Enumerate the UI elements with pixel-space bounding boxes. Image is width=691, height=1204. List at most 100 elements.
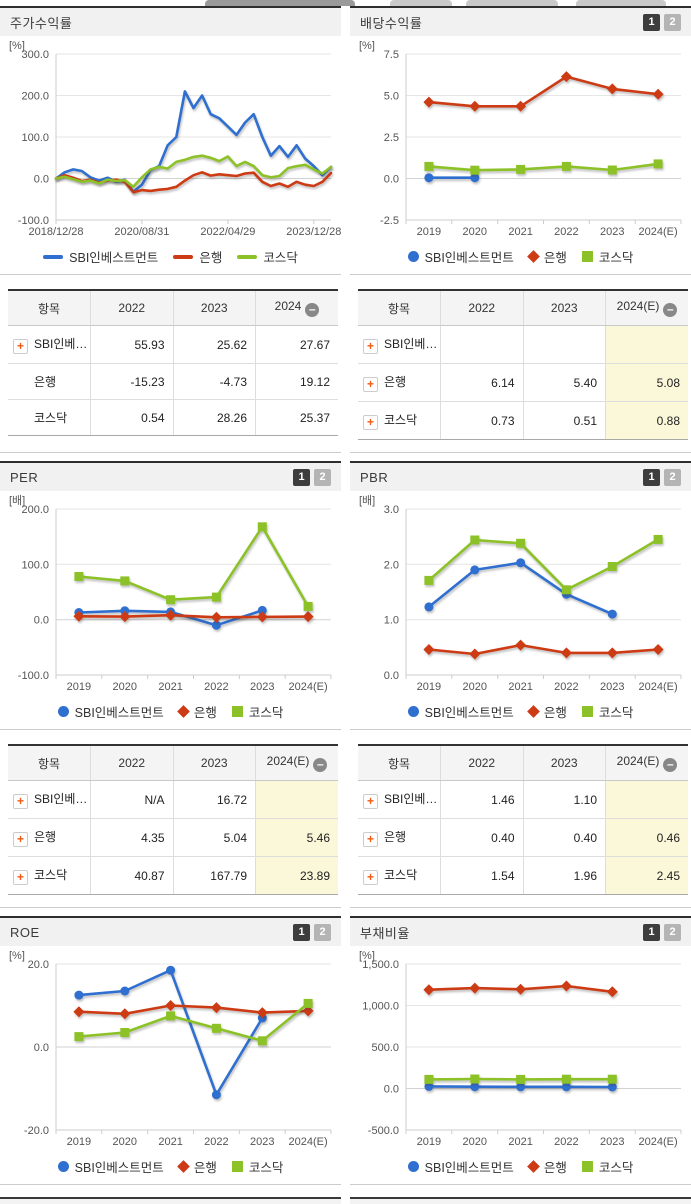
svg-text:2020: 2020 bbox=[463, 681, 487, 693]
collapse-column-button[interactable]: – bbox=[305, 303, 320, 317]
cutoff-tab[interactable] bbox=[390, 0, 452, 6]
row-label: 코스닥 bbox=[384, 413, 418, 427]
svg-text:1.0: 1.0 bbox=[384, 615, 399, 627]
pager-page-1-button[interactable]: 1 bbox=[643, 468, 660, 486]
pager-page-2-button[interactable]: 2 bbox=[314, 923, 331, 941]
legend-label: SBI인베스트먼트 bbox=[69, 251, 159, 265]
pager-page-2-button[interactable]: 2 bbox=[664, 13, 681, 31]
plus-placeholder bbox=[13, 409, 28, 424]
y-axis-unit: [배] bbox=[359, 494, 375, 507]
chart-row-3: ROE 1 2 [%] 20.0 0.0 -20.0 2019 2020 2021 2022 2… bbox=[0, 916, 691, 1185]
collapse-column-button[interactable]: – bbox=[663, 758, 678, 772]
column-header: 2024(E) – bbox=[255, 745, 338, 781]
panel-dividend-yield: 배당수익률 1 2 [%] 7.5 5.0 2.5 0.0 -2.5 2019 2020 202… bbox=[350, 6, 691, 275]
chart-area: [%] 20.0 0.0 -20.0 2019 2020 2021 2022 2023 2024(… bbox=[0, 948, 341, 1155]
metrics-table: 항목 2022 2023 2024– + SBI인베… 55.93 25.62 27.67 은행 -… bbox=[8, 289, 338, 436]
chart-legend: SBI인베스트먼트 은행 코스닥 bbox=[350, 700, 691, 729]
panel-header: PBR 1 2 bbox=[350, 461, 691, 491]
row-label-cell: + 은행 bbox=[358, 363, 441, 402]
value-cell: 6.14 bbox=[440, 363, 523, 402]
expand-row-button[interactable]: + bbox=[363, 377, 378, 392]
value-cell: 1.96 bbox=[522, 856, 606, 895]
value-cell: N/A bbox=[90, 780, 173, 819]
svg-text:0.0: 0.0 bbox=[384, 174, 399, 186]
expand-row-button[interactable]: + bbox=[13, 870, 28, 885]
expand-row-button[interactable]: + bbox=[13, 339, 28, 354]
panel-header: 부채비율 1 2 bbox=[350, 916, 691, 946]
value-cell: 27.67 bbox=[255, 325, 338, 364]
legend-item: SBI인베스트먼트 bbox=[407, 702, 514, 721]
svg-text:3.0: 3.0 bbox=[384, 504, 399, 516]
collapse-column-button[interactable]: – bbox=[663, 303, 678, 317]
chart-area: [%] 1,500.0 1,000.0 500.0 0.0 -500.0 2019 2020 2… bbox=[350, 948, 691, 1155]
expand-row-button[interactable]: + bbox=[363, 415, 378, 430]
row-label-cell: + 코스닥 bbox=[358, 401, 441, 440]
pager-page-1-button[interactable]: 1 bbox=[643, 923, 660, 941]
legend-item: 코스닥 bbox=[231, 702, 283, 721]
pager-page-1-button[interactable]: 1 bbox=[643, 13, 660, 31]
svg-text:2024(E): 2024(E) bbox=[289, 681, 328, 693]
expand-row-button[interactable]: + bbox=[363, 832, 378, 847]
legend-item: 코스닥 bbox=[581, 1157, 633, 1176]
row-label-cell: + 코스닥 bbox=[358, 856, 441, 895]
pager-page-1-button[interactable]: 1 bbox=[293, 923, 310, 941]
svg-text:1,500.0: 1,500.0 bbox=[362, 959, 399, 971]
chart-legend: SBI인베스트먼트 은행 코스닥 bbox=[350, 1155, 691, 1184]
legend-item: 코스닥 bbox=[581, 247, 633, 266]
svg-text:2.0: 2.0 bbox=[384, 559, 399, 571]
expand-row-button[interactable]: + bbox=[13, 832, 28, 847]
svg-text:-500.0: -500.0 bbox=[368, 1125, 399, 1137]
column-header: 2022 bbox=[440, 745, 523, 781]
cutoff-tab-active[interactable] bbox=[205, 0, 355, 6]
expand-row-button[interactable]: + bbox=[13, 794, 28, 809]
table-row: 은행 -15.23 -4.73 19.12 bbox=[8, 363, 338, 400]
svg-text:2020/08/31: 2020/08/31 bbox=[114, 226, 169, 238]
panel-title: 부채비율 bbox=[360, 925, 410, 941]
row-label: 은행 bbox=[34, 830, 57, 844]
pager-page-2-button[interactable]: 2 bbox=[314, 468, 331, 486]
value-cell: 1.10 bbox=[522, 780, 606, 819]
pager-page-2-button[interactable]: 2 bbox=[664, 923, 681, 941]
column-header: 2023 bbox=[172, 745, 256, 781]
column-header: 2022 bbox=[440, 290, 523, 326]
legend-item: 은행 bbox=[526, 1157, 567, 1176]
collapse-column-button[interactable]: – bbox=[313, 758, 328, 772]
metrics-table: 항목 2022 2023 2024(E) – + SBI인베… 1.46 1.10 + 은행 0.40… bbox=[358, 744, 688, 895]
svg-text:100.0: 100.0 bbox=[21, 559, 49, 571]
cutoff-tab[interactable] bbox=[466, 0, 558, 6]
pager-page-1-button[interactable]: 1 bbox=[293, 468, 310, 486]
square-marker-icon bbox=[581, 251, 593, 262]
square-marker-icon bbox=[581, 1161, 593, 1172]
row-label-cell: + 은행 bbox=[358, 818, 441, 857]
value-cell: 167.79 bbox=[172, 856, 256, 895]
pager: 1 2 bbox=[293, 468, 331, 486]
row-label: SBI인베… bbox=[34, 337, 88, 351]
pager-page-2-button[interactable]: 2 bbox=[664, 468, 681, 486]
svg-text:2023: 2023 bbox=[250, 1136, 274, 1148]
table-row: + SBI인베… N/A 16.72 bbox=[8, 780, 338, 819]
chart-area: [%] 7.5 5.0 2.5 0.0 -2.5 2019 2020 2021 2022 2023 2… bbox=[350, 38, 691, 245]
column-header: 2024(E) – bbox=[605, 745, 688, 781]
plus-placeholder bbox=[13, 373, 28, 388]
expand-row-button[interactable]: + bbox=[363, 339, 378, 354]
svg-text:2019: 2019 bbox=[67, 681, 91, 693]
diamond-marker-icon bbox=[526, 705, 540, 718]
column-header: 2022 bbox=[90, 745, 173, 781]
legend-item: 은행 bbox=[526, 247, 567, 266]
expand-row-button[interactable]: + bbox=[363, 794, 378, 809]
price-return-chart: [%] 300.0 200.0 100.0 0.0 -100.0 2018/12/28 202… bbox=[0, 36, 341, 275]
row-label-cell: + SBI인베… bbox=[358, 780, 441, 819]
cutoff-tab[interactable] bbox=[576, 0, 666, 6]
y-axis-unit: [%] bbox=[9, 40, 25, 52]
svg-text:2022: 2022 bbox=[204, 681, 228, 693]
value-cell: 5.04 bbox=[172, 818, 256, 857]
legend-label: SBI인베스트먼트 bbox=[424, 251, 514, 265]
expand-row-button[interactable]: + bbox=[363, 870, 378, 885]
per-chart: [배] 200.0 100.0 0.0 -100.0 2019 2020 2021 2022 20… bbox=[0, 491, 341, 730]
panel-header: 주가수익률 bbox=[0, 6, 341, 36]
table-row-2: 항목 2022 2023 2024(E) – + SBI인베… N/A 16.72 + 은행 4.35… bbox=[0, 730, 691, 908]
svg-text:2020: 2020 bbox=[463, 226, 487, 238]
svg-text:2023: 2023 bbox=[600, 681, 624, 693]
table-row: + 은행 0.40 0.40 0.46 bbox=[358, 818, 688, 857]
